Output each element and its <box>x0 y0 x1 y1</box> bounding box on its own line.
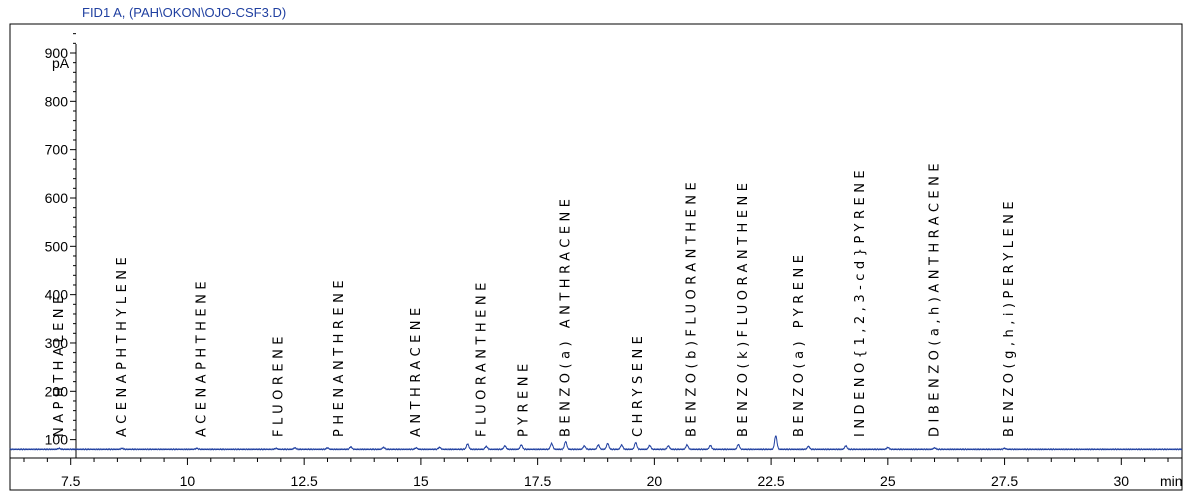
x-tick-label: 20 <box>647 473 663 489</box>
x-tick-label: 7.5 <box>61 473 81 489</box>
y-axis-unit: pA <box>52 55 70 71</box>
x-axis-unit: min <box>1160 473 1183 489</box>
chart-title: FID1 A, (PAH\OKON\OJO-CSF3.D) <box>82 5 286 20</box>
peak-label: INDENO{1,2,3-cd}PYRENE <box>853 166 868 437</box>
x-tick-label: 27.5 <box>991 473 1018 489</box>
peak-label: PYRENE <box>517 359 532 437</box>
peak-label: BENZO(k)FLUORANTHENE <box>736 179 751 437</box>
peak-label: ANTHRACENE <box>409 303 424 437</box>
y-tick-label: 700 <box>45 142 69 158</box>
y-tick-label: 100 <box>45 432 69 448</box>
peak-label: DIBENZO(a,h)ANTHRACENE <box>928 159 943 437</box>
peak-label: CHRYSENE <box>631 332 646 437</box>
x-tick-label: 15 <box>413 473 429 489</box>
y-tick-label: 800 <box>45 93 69 109</box>
peak-label: BENZO(b)FLUORANTHENE <box>685 178 700 437</box>
peak-labels: NAPHTHALENE ACENAPHTHYLENE ACENAPHTHENE FLU… <box>52 159 1017 437</box>
y-tick-label: 400 <box>45 287 69 303</box>
x-axis: 7.5 10 12.5 15 17.5 20 22.5 25 27.5 30 <box>10 457 1182 489</box>
x-tick-label: 30 <box>1114 473 1130 489</box>
y-tick-label: 500 <box>45 238 69 254</box>
y-tick-label: 200 <box>45 383 69 399</box>
x-tick-label: 17.5 <box>524 473 551 489</box>
y-axis: 100 200 300 400 500 600 700 800 900 <box>45 33 77 458</box>
y-tick-label: 300 <box>45 335 69 351</box>
plot-frame <box>9 23 1183 491</box>
peak-label: FLUORENE <box>271 332 286 437</box>
y-tick-label: 600 <box>45 190 69 206</box>
peak-label: BENZO(g,h,i)PERYLENE <box>1002 197 1017 437</box>
chromatogram-trace <box>9 435 1183 451</box>
peak-label: ACENAPHTHYLENE <box>115 253 130 437</box>
x-tick-label: 25 <box>880 473 896 489</box>
x-tick-label: 22.5 <box>757 473 784 489</box>
x-tick-label: 10 <box>180 473 196 489</box>
x-tick-label: 12.5 <box>291 473 318 489</box>
peak-label: ACENAPHTHENE <box>194 277 209 437</box>
peak-label: BENZO(a) PYRENE <box>792 251 807 437</box>
peak-label: PHENANTHRENE <box>332 276 347 437</box>
peak-label: FLUORANTHENE <box>475 278 490 437</box>
peak-label: BENZO(a) ANTHRACENE <box>559 195 574 437</box>
y-tick-label: 900 <box>45 45 69 61</box>
peak-label: NAPHTHALENE <box>52 291 67 437</box>
